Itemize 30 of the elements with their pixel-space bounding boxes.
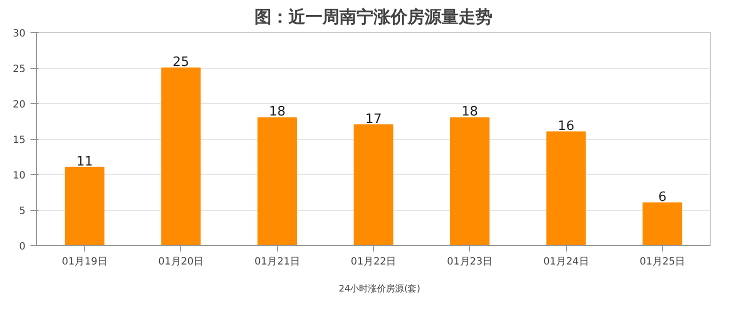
- y-tick-label: 15: [12, 135, 26, 146]
- x-tick-label: 01月25日: [640, 256, 686, 268]
- data-label: 11: [76, 154, 93, 170]
- data-label: 18: [462, 104, 478, 120]
- x-tick-label: 01月20日: [158, 256, 204, 268]
- bar: [64, 166, 104, 246]
- bar: [642, 202, 682, 246]
- data-label: 17: [365, 112, 382, 127]
- x-tick-label: 01月21日: [254, 256, 300, 268]
- text: 24小时涨价房源(套): [338, 283, 420, 296]
- y-tick-label: 30: [12, 28, 26, 40]
- bar: [161, 68, 201, 246]
- y-tick-label: 25: [12, 64, 26, 75]
- chart-title: 图：近一周南宁涨价房源量走势: [254, 8, 492, 28]
- y-tick-label: 0: [19, 242, 26, 252]
- bar: [546, 131, 586, 246]
- data-label: 25: [172, 55, 190, 70]
- y-tick-label: 10: [12, 170, 26, 182]
- x-tick-label: 01月19日: [62, 256, 108, 268]
- x-tick-label: 01月24日: [543, 256, 589, 268]
- x-tick-label: 01月22日: [350, 256, 396, 268]
- bar: [354, 124, 394, 246]
- y-tick-label: 5: [19, 206, 26, 217]
- data-label: 6: [658, 190, 667, 205]
- data-label: 16: [558, 118, 574, 134]
- x-tick-label: 01月23日: [447, 256, 493, 268]
- bar: [450, 117, 490, 246]
- data-label: 18: [268, 104, 286, 120]
- bar: [257, 117, 297, 246]
- y-tick-label: 20: [12, 100, 26, 110]
